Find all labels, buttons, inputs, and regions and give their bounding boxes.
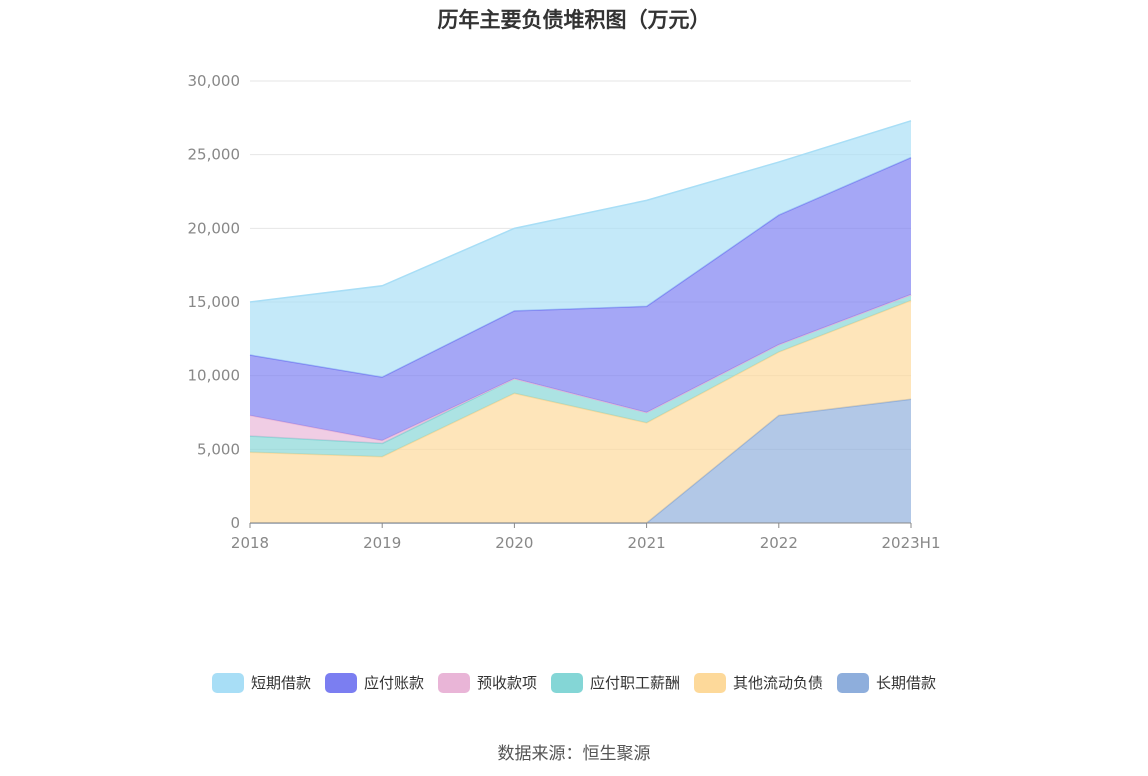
legend-swatch: [694, 672, 727, 693]
x-tick-label: 2022: [760, 534, 798, 552]
legend-swatch: [324, 672, 357, 693]
legend-label: 预收款项: [476, 674, 537, 692]
y-tick-label: 30,000: [188, 72, 241, 90]
legend-swatch: [837, 672, 870, 693]
x-tick-label: 2018: [231, 534, 269, 552]
legend-item[interactable]: 短期借款: [211, 672, 311, 693]
y-tick-label: 5,000: [197, 440, 240, 458]
series-line-5: [249, 120, 912, 303]
legend-swatch: [551, 672, 583, 693]
x-tick-label: 2021: [628, 534, 666, 552]
area-series-0: [250, 399, 911, 523]
x-tick-label: 2023H1: [882, 534, 941, 552]
y-tick-label: 20,000: [188, 219, 241, 237]
area-series-4: [250, 157, 911, 441]
area-series-5: [250, 120, 911, 378]
axes: 0 5,000 10,000 15,000 20,000 25,000 30,000 2018…: [188, 72, 941, 552]
legend-item[interactable]: 其他流动负债: [694, 672, 823, 693]
y-tick-label: 10,000: [188, 367, 241, 385]
x-tick-label: 2019: [363, 534, 401, 552]
legend-label: 应付账款: [363, 674, 424, 692]
legend-item[interactable]: 应付职工薪酬: [551, 672, 680, 693]
y-tick-label: 15,000: [188, 293, 241, 311]
legend-item[interactable]: 应付账款: [324, 672, 424, 693]
stacked-area-chart: 0 5,000 10,000 15,000 20,000 25,000 30,000 2018…: [188, 72, 941, 552]
data-source: 数据来源：恒生聚源: [497, 744, 651, 764]
x-tick-label: 2020: [495, 534, 533, 552]
area-series: [249, 120, 912, 524]
legend-label: 其他流动负债: [733, 674, 824, 692]
legend-item[interactable]: 长期借款: [837, 672, 936, 693]
legend-label: 短期借款: [250, 674, 311, 692]
area-series-1: [250, 300, 911, 523]
legend: 短期借款 应付账款 预收款项 应付职工薪酬 其他流动负债 长期借款: [0, 672, 1148, 693]
legend-swatch: [437, 672, 470, 693]
legend-item[interactable]: 预收款项: [437, 672, 537, 693]
y-tick-label: 25,000: [188, 146, 241, 164]
chart-title: 历年主要负债堆积图（万元）: [437, 8, 711, 32]
legend-label: 应付职工薪酬: [590, 674, 681, 692]
legend-label: 长期借款: [876, 674, 937, 692]
legend-swatch: [211, 672, 244, 693]
y-tick-label: 0: [230, 514, 240, 532]
